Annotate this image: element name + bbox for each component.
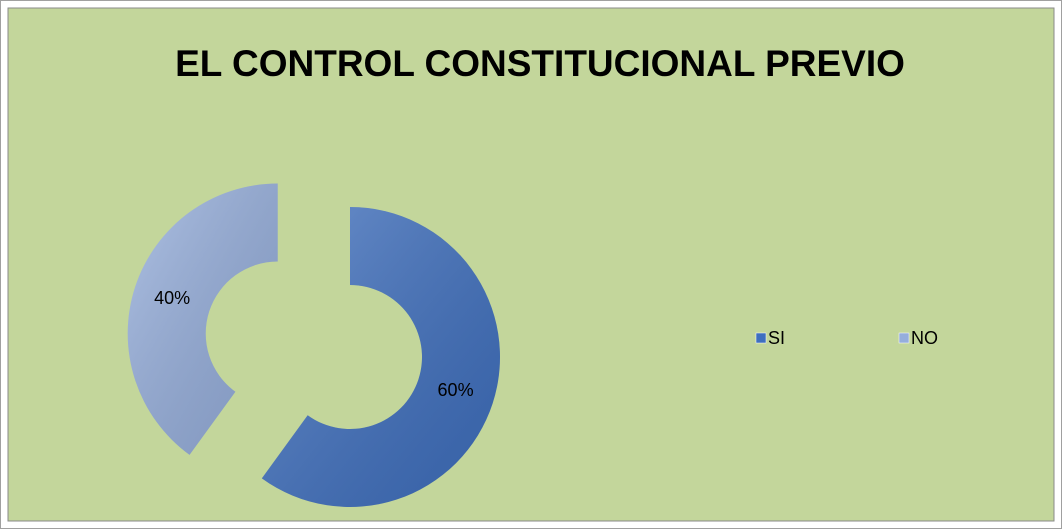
- chart-title: EL CONTROL CONSTITUCIONAL PREVIO: [175, 43, 905, 84]
- legend-label: NO: [911, 328, 938, 348]
- data-label: 60%: [438, 380, 474, 400]
- legend-swatch: [755, 332, 767, 344]
- legend-swatch: [898, 332, 910, 344]
- segment-shade: [261, 207, 500, 507]
- legend-label: SI: [768, 328, 785, 348]
- segment-shade: [127, 183, 278, 455]
- data-label: 40%: [154, 288, 190, 308]
